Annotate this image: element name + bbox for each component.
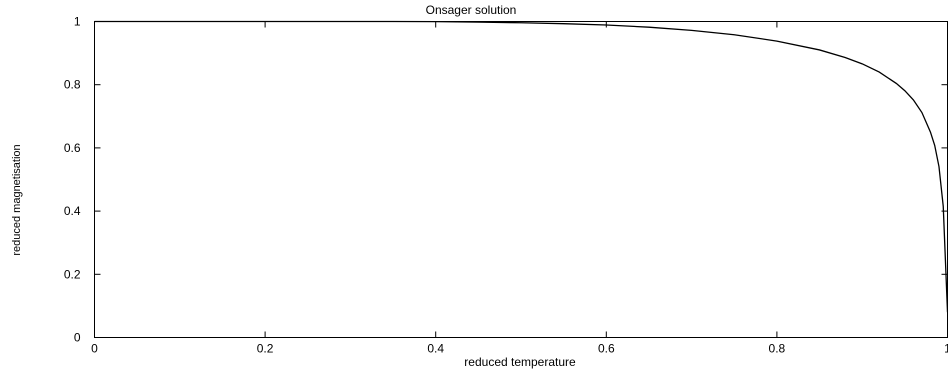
y-tick-label: 0.2 [64, 267, 81, 281]
y-tick-label: 0 [74, 331, 81, 345]
x-tick-label: 0 [91, 342, 98, 356]
x-tick-label: 1 [944, 342, 948, 356]
y-tick-label: 0.6 [64, 141, 81, 155]
tick-labels: 0 0.2 0.4 0.6 0.8 1 0 0.2 0.4 0.6 0.8 1 [64, 15, 948, 356]
x-axis-label: reduced temperature [464, 355, 576, 369]
plot-frame [94, 21, 948, 338]
x-tick-label: 0.8 [769, 342, 786, 356]
y-axis-label: reduced magnetisation [11, 144, 23, 255]
y-tick-label: 0.8 [64, 78, 81, 92]
magnetisation-line [94, 20, 948, 313]
x-tick-label: 0.6 [598, 342, 615, 356]
y-tick-label: 0.4 [64, 204, 81, 218]
x-tick-label: 0.4 [427, 342, 444, 356]
chart-title: Onsager solution [426, 3, 517, 17]
y-tick-label: 1 [74, 15, 81, 29]
x-tick-label: 0.2 [257, 342, 274, 356]
ticks [94, 21, 948, 338]
